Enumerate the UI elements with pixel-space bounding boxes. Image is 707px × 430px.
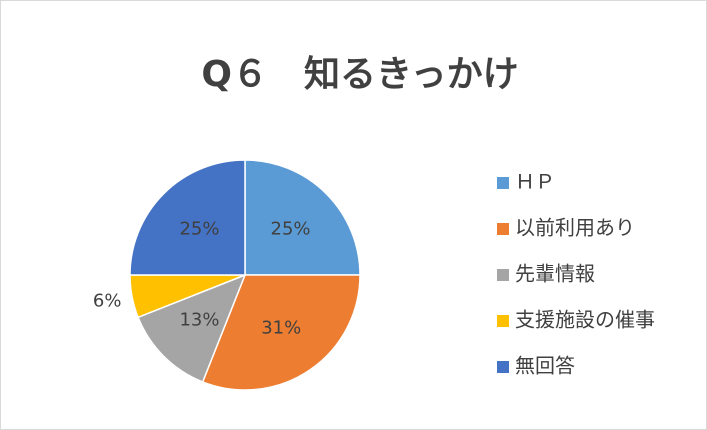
chart-title: Q６ 知るきっかけ [201, 54, 518, 95]
data-label: 13% [179, 310, 219, 331]
legend-swatch [497, 269, 509, 281]
data-label: 25% [179, 218, 219, 239]
data-label: 31% [261, 317, 301, 338]
legend-label: 支援施設の催事 [515, 308, 655, 332]
legend-swatch [497, 177, 509, 189]
legend-label: 無回答 [515, 354, 575, 378]
pie-slice [137, 273, 247, 383]
data-label: 6% [93, 290, 122, 311]
pie-slice [201, 274, 361, 391]
legend-swatch [497, 361, 509, 373]
pie-slice [244, 159, 361, 276]
legend-label: 先輩情報 [515, 262, 595, 286]
legend-label: ＨＰ [515, 170, 555, 194]
pie-slice [129, 159, 246, 276]
data-label: 25% [271, 218, 311, 239]
legend-swatch [497, 223, 509, 235]
legend-label: 以前利用あり [515, 216, 635, 240]
legend-swatch [497, 315, 509, 327]
